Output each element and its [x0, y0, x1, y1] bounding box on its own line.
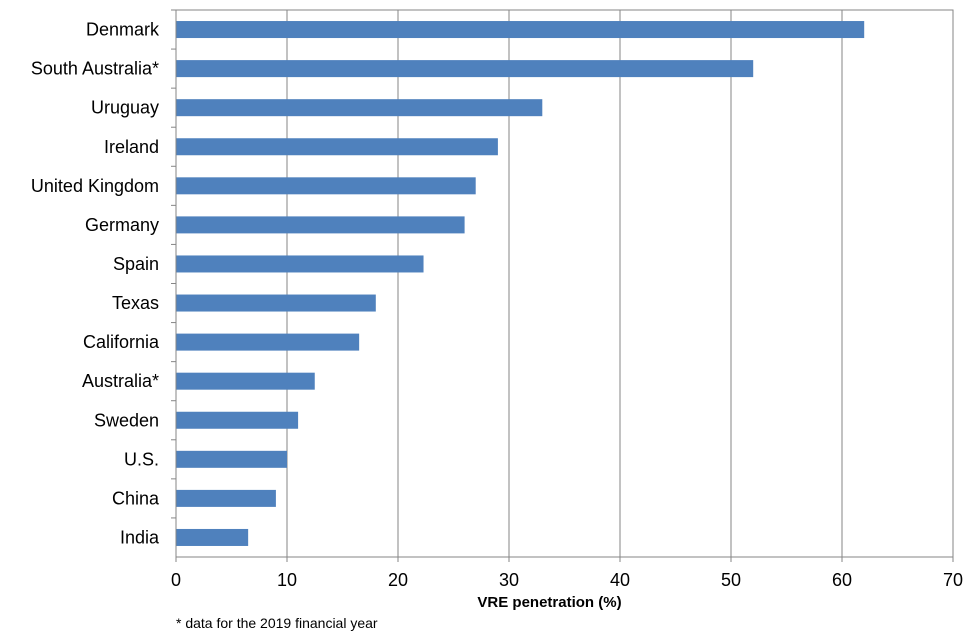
bar — [176, 177, 476, 195]
x-tick-label: 20 — [388, 570, 408, 590]
category-label: Germany — [85, 215, 159, 235]
x-tick-label: 50 — [721, 570, 741, 590]
bar — [176, 489, 276, 507]
bar — [176, 255, 424, 273]
category-label: Texas — [112, 293, 159, 313]
bar — [176, 138, 498, 156]
category-label: Sweden — [94, 410, 159, 430]
bar — [176, 528, 249, 546]
category-labels: Denmark South Australia* Uruguay Ireland Uni… — [31, 20, 160, 548]
x-tick-label: 30 — [499, 570, 519, 590]
x-tick-label: 40 — [610, 570, 630, 590]
bar — [176, 372, 315, 390]
category-label: South Australia* — [31, 59, 159, 79]
bar — [176, 333, 360, 351]
category-label: Denmark — [86, 20, 160, 40]
x-tick-label: 0 — [171, 570, 181, 590]
category-label: China — [112, 488, 160, 508]
bar — [176, 60, 754, 78]
category-label: Australia* — [82, 371, 159, 391]
plot-area-frame — [175, 9, 954, 558]
x-tick-label: 70 — [943, 570, 963, 590]
gridlines — [175, 10, 954, 562]
bar — [176, 294, 376, 312]
x-tick-label: 10 — [277, 570, 297, 590]
x-axis-title: VRE penetration (%) — [477, 594, 621, 611]
bar — [176, 450, 287, 468]
x-tick-label: 60 — [832, 570, 852, 590]
category-label: U.S. — [124, 449, 159, 469]
bar — [176, 216, 465, 234]
category-label: Ireland — [104, 137, 159, 157]
bar — [176, 21, 865, 39]
bars — [171, 9, 865, 546]
bar — [176, 411, 299, 429]
category-label: Uruguay — [91, 98, 159, 118]
footnote: * data for the 2019 financial year — [176, 615, 378, 631]
category-label: United Kingdom — [31, 176, 159, 196]
bar — [176, 99, 543, 117]
category-label: California — [83, 332, 160, 352]
category-label: India — [120, 527, 160, 547]
category-label: Spain — [113, 254, 159, 274]
x-tick-labels: 0 10 20 30 40 50 60 70 — [171, 570, 963, 590]
